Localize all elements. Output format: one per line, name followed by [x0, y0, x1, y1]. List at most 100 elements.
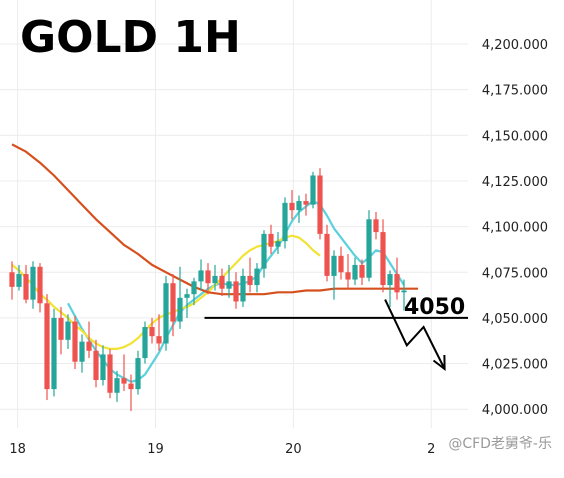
candle-body: [317, 175, 323, 234]
candle-body: [93, 350, 99, 380]
candle-body: [170, 283, 176, 322]
candle-body: [240, 275, 246, 302]
candle-body: [226, 281, 232, 289]
candle: [331, 250, 337, 300]
candle-body: [142, 327, 148, 359]
candle-body: [198, 270, 204, 282]
candle: [79, 334, 85, 373]
candle: [37, 263, 43, 313]
x-tick-label: 20: [285, 442, 302, 457]
candle-body: [359, 264, 365, 278]
candle-body: [163, 283, 169, 344]
chart-title: GOLD 1H: [20, 12, 241, 63]
x-tick-label: 19: [147, 442, 164, 457]
candle-body: [261, 233, 267, 269]
candle: [65, 314, 71, 349]
candle: [303, 193, 309, 216]
candle-body: [114, 378, 120, 393]
candle-body: [44, 303, 50, 390]
candlesticks: [9, 168, 407, 412]
candle-body: [394, 274, 400, 293]
candle: [184, 288, 190, 318]
watermark: @CFD老舅爷-乐: [448, 436, 552, 452]
candle-body: [86, 341, 92, 351]
sma-slow-line: [11, 143, 418, 296]
y-tick-label: 4,200.000: [482, 38, 548, 53]
candle-body: [128, 383, 134, 390]
candle-body: [324, 233, 330, 276]
candle: [177, 266, 183, 329]
candle-body: [352, 264, 358, 280]
candle: [394, 257, 400, 300]
candle-body: [254, 268, 260, 286]
candle: [163, 275, 169, 351]
candle-body: [135, 358, 141, 390]
candle-body: [345, 272, 351, 280]
candle: [16, 264, 22, 291]
y-tick-label: 4,150.000: [482, 129, 548, 144]
candle: [156, 314, 162, 351]
candle: [107, 348, 113, 399]
candle: [275, 232, 281, 254]
x-axis-ticks: 18 19 20 2: [9, 442, 435, 457]
candle-body: [366, 219, 372, 278]
candle: [282, 197, 288, 249]
candle: [219, 268, 225, 296]
candle-body: [268, 233, 274, 247]
candle: [401, 279, 407, 311]
candle-body: [219, 275, 225, 289]
candle: [114, 370, 120, 402]
candle: [93, 339, 99, 388]
candle-body: [282, 202, 288, 242]
candle: [135, 350, 141, 395]
candle: [128, 374, 134, 412]
candle-body: [338, 255, 344, 273]
candle-body: [177, 297, 183, 322]
candle: [359, 259, 365, 286]
candle-body: [296, 201, 302, 211]
candle-body: [380, 232, 386, 286]
candle: [44, 294, 50, 401]
grid-lines: [0, 0, 468, 428]
candle-body: [65, 321, 71, 340]
y-tick-label: 4,000.000: [482, 403, 548, 418]
candle-body: [387, 274, 393, 286]
level-line-group: 4050: [204, 295, 468, 320]
candle-body: [303, 201, 309, 205]
y-tick-label: 4,075.000: [482, 266, 548, 281]
candle-body: [401, 290, 407, 293]
candle-body: [184, 294, 190, 298]
candle: [254, 263, 260, 293]
candle-body: [191, 281, 197, 295]
y-tick-label: 4,100.000: [482, 221, 548, 236]
arrow-path: [384, 299, 446, 370]
candle-body: [233, 281, 239, 302]
candle: [289, 190, 295, 220]
candle-body: [212, 275, 218, 284]
candle: [142, 321, 148, 364]
candle: [100, 345, 106, 386]
candle: [198, 259, 204, 291]
candle: [380, 219, 386, 293]
candle-body: [51, 317, 57, 390]
candle: [352, 257, 358, 286]
candle-body: [9, 272, 15, 287]
candle: [261, 230, 267, 278]
candle: [324, 224, 330, 282]
candle: [317, 168, 323, 240]
candle: [387, 270, 393, 307]
candle: [30, 261, 36, 309]
candle-body: [16, 274, 22, 287]
candle-body: [149, 327, 155, 337]
candle-body: [79, 341, 85, 362]
candle: [247, 257, 253, 293]
candle: [338, 246, 344, 280]
y-axis-ticks: 4,200.000 4,175.000 4,150.000 4,125.000 4,10…: [482, 38, 548, 418]
candle-body: [107, 354, 113, 393]
candle-body: [23, 274, 29, 300]
candle-body: [331, 255, 337, 276]
candle-body: [247, 275, 253, 286]
candle: [51, 308, 57, 397]
candle: [191, 277, 197, 306]
y-tick-label: 4,125.000: [482, 175, 548, 190]
